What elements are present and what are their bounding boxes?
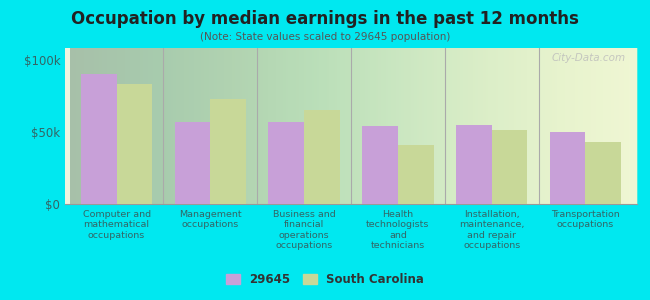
Bar — [304, 110, 340, 204]
Text: Computer and
mathematical
occupations: Computer and mathematical occupations — [83, 210, 151, 240]
Bar — [550, 132, 586, 204]
Bar — [81, 74, 116, 204]
Bar — [116, 84, 152, 204]
Text: Installation,
maintenance,
and repair
occupations: Installation, maintenance, and repair oc… — [459, 210, 525, 250]
Legend: 29645, South Carolina: 29645, South Carolina — [221, 269, 429, 291]
Bar — [586, 142, 621, 204]
Text: Transportation
occupations: Transportation occupations — [551, 210, 620, 230]
Bar — [491, 130, 527, 204]
Text: Health
technologists
and
technicians: Health technologists and technicians — [366, 210, 430, 250]
Bar — [456, 124, 491, 204]
Text: Occupation by median earnings in the past 12 months: Occupation by median earnings in the pas… — [71, 11, 579, 28]
Bar — [398, 145, 434, 204]
Text: Management
occupations: Management occupations — [179, 210, 242, 230]
Bar — [211, 99, 246, 204]
Bar — [268, 122, 304, 204]
Text: (Note: State values scaled to 29645 population): (Note: State values scaled to 29645 popu… — [200, 32, 450, 41]
Bar — [175, 122, 211, 204]
Text: Business and
financial
operations
occupations: Business and financial operations occupa… — [273, 210, 335, 250]
Text: City-Data.com: City-Data.com — [551, 53, 625, 63]
Bar — [362, 126, 398, 204]
